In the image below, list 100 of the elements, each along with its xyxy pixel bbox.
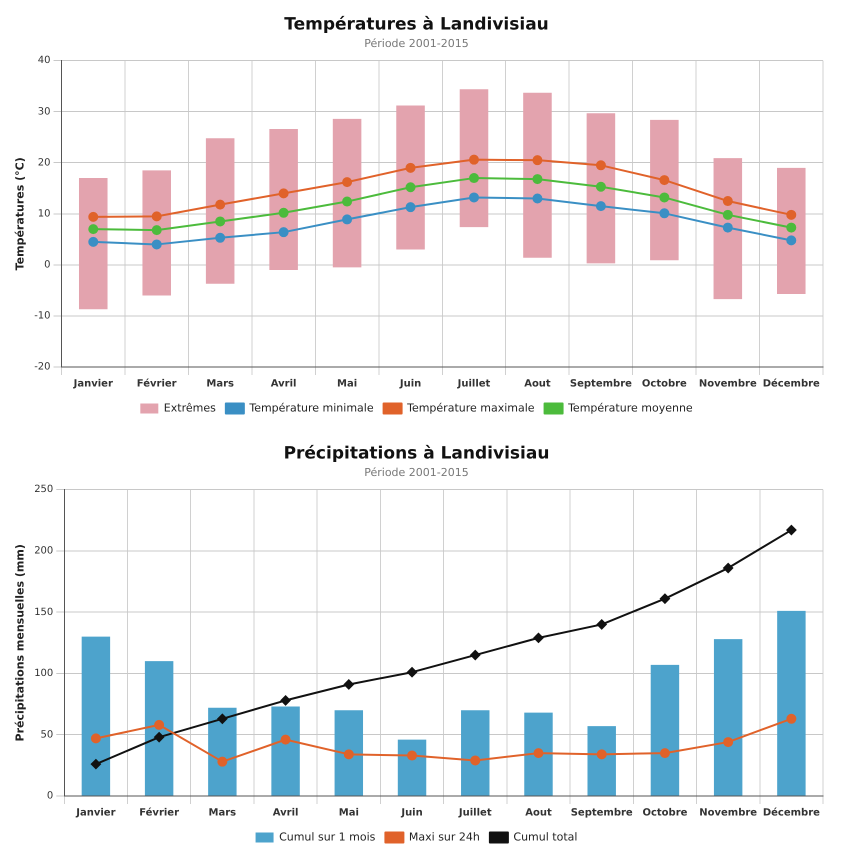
point bbox=[154, 720, 164, 730]
point bbox=[280, 734, 291, 745]
point bbox=[722, 210, 733, 220]
point bbox=[596, 182, 606, 192]
bar bbox=[206, 138, 234, 284]
x-tick-label: Octobre bbox=[642, 378, 688, 390]
x-tick-label: Décembre bbox=[762, 808, 820, 819]
y-tick-label: 40 bbox=[38, 55, 51, 66]
point bbox=[407, 667, 418, 678]
point bbox=[533, 748, 544, 758]
bar bbox=[208, 708, 237, 796]
point bbox=[217, 714, 228, 724]
point bbox=[215, 216, 226, 226]
y-tick-label: 10 bbox=[38, 208, 51, 220]
point bbox=[342, 196, 352, 207]
legend-label: Maxi sur 24h bbox=[408, 830, 480, 844]
bar bbox=[332, 118, 362, 268]
bar bbox=[334, 710, 364, 796]
bar bbox=[460, 89, 488, 228]
x-tick-label: Mai bbox=[337, 378, 358, 390]
x-tick-label: Novembre bbox=[698, 378, 757, 390]
point bbox=[407, 750, 418, 761]
point bbox=[659, 208, 670, 218]
point bbox=[723, 737, 734, 748]
point bbox=[344, 749, 354, 760]
y-tick-label: -20 bbox=[34, 362, 51, 373]
x-tick-label: Décembre bbox=[762, 378, 820, 390]
y-tick-label: -10 bbox=[34, 310, 51, 322]
point bbox=[152, 225, 162, 236]
point bbox=[786, 235, 796, 246]
x-tick-label: Avril bbox=[272, 808, 298, 819]
point bbox=[532, 174, 542, 184]
point bbox=[468, 154, 479, 165]
y-tick-label: 30 bbox=[38, 106, 51, 118]
chart-subtitle: Période 2001-2015 bbox=[364, 36, 469, 50]
point bbox=[786, 222, 796, 233]
x-tick-label: Mars bbox=[208, 808, 236, 819]
bar bbox=[78, 178, 108, 310]
point bbox=[88, 224, 98, 234]
point bbox=[596, 749, 607, 760]
point bbox=[659, 192, 670, 202]
bar bbox=[82, 636, 110, 796]
point bbox=[342, 214, 352, 224]
y-tick-label: 0 bbox=[44, 259, 51, 270]
point bbox=[786, 714, 796, 724]
point bbox=[217, 756, 228, 767]
point bbox=[596, 201, 606, 212]
point bbox=[215, 200, 226, 210]
point bbox=[533, 632, 544, 643]
legend-label: Cumul total bbox=[513, 830, 578, 844]
y-tick-label: 250 bbox=[34, 484, 54, 496]
y-tick-label: 150 bbox=[34, 606, 54, 618]
point bbox=[278, 227, 289, 238]
point bbox=[596, 619, 607, 630]
bar bbox=[523, 92, 552, 258]
bar bbox=[269, 129, 298, 270]
x-tick-label: Octobre bbox=[642, 808, 688, 819]
chart-title: Précipitations à Landivisiau bbox=[284, 444, 550, 464]
point bbox=[406, 202, 416, 212]
point bbox=[406, 162, 416, 173]
y-tick-label: 0 bbox=[46, 790, 54, 802]
x-tick-label: Juillet bbox=[456, 378, 491, 390]
point bbox=[532, 155, 542, 166]
point bbox=[532, 193, 542, 204]
point bbox=[596, 160, 606, 170]
y-axis-title: Températures (°C) bbox=[13, 157, 26, 270]
chart-title: Températures à Landivisiau bbox=[284, 14, 549, 35]
y-tick-label: 50 bbox=[40, 729, 54, 740]
point bbox=[152, 239, 162, 250]
x-tick-label: Juin bbox=[400, 808, 423, 819]
point bbox=[723, 563, 734, 574]
point bbox=[215, 232, 226, 243]
bar bbox=[524, 712, 553, 796]
point bbox=[280, 695, 291, 706]
point bbox=[660, 594, 670, 604]
x-tick-label: Février bbox=[139, 808, 180, 819]
point bbox=[470, 650, 480, 660]
bar bbox=[650, 664, 680, 796]
point bbox=[468, 173, 479, 184]
point bbox=[659, 175, 670, 186]
point bbox=[90, 759, 101, 770]
point bbox=[470, 755, 480, 766]
bar bbox=[398, 740, 426, 796]
point bbox=[154, 732, 164, 742]
bar bbox=[144, 661, 174, 796]
y-tick-label: 100 bbox=[34, 668, 54, 680]
y-tick-label: 200 bbox=[34, 545, 54, 556]
bar bbox=[271, 706, 300, 796]
point bbox=[468, 192, 479, 202]
bar bbox=[396, 106, 425, 250]
bar bbox=[714, 639, 742, 796]
y-axis-title: Précipitations mensuelles (mm) bbox=[13, 544, 26, 742]
point bbox=[278, 188, 289, 198]
point bbox=[88, 212, 98, 222]
legend-label: Cumul sur 1 mois bbox=[279, 830, 376, 844]
x-tick-label: Aout bbox=[524, 378, 551, 390]
x-tick-label: Septembre bbox=[570, 378, 632, 390]
y-tick-label: 20 bbox=[38, 157, 51, 168]
point bbox=[278, 208, 289, 218]
point bbox=[88, 236, 98, 247]
